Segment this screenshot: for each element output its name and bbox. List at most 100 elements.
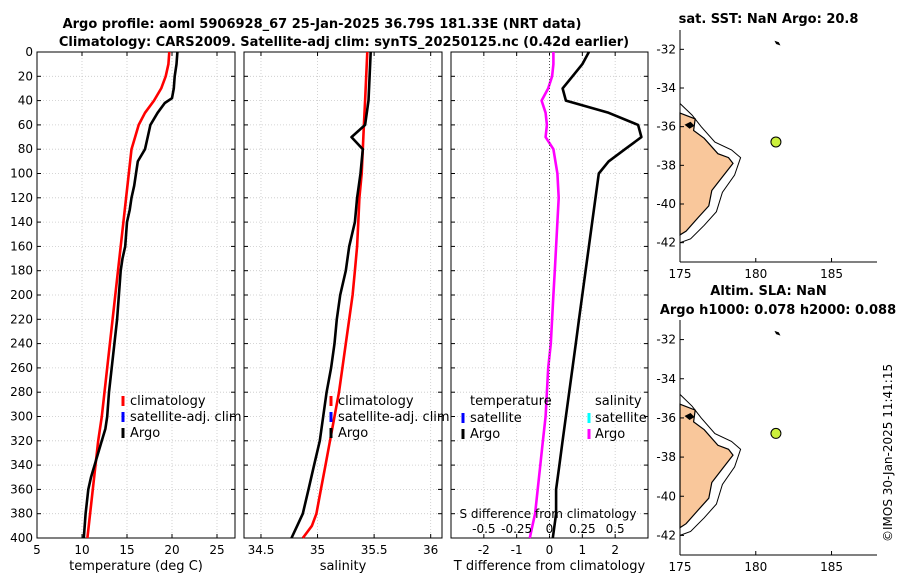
- y-tick-label: 180: [10, 264, 33, 278]
- top-tick-label: 0.5: [606, 522, 625, 536]
- x-tick-label: 20: [164, 543, 179, 557]
- sla-map-panel: Altim. SLA: NaN Argo h1000: 0.078 h2000: …: [656, 284, 896, 574]
- copyright-stamp: ©IMOS 30-Jan-2025 11:41:15: [881, 364, 895, 542]
- map-y-tick-label: -36: [656, 120, 676, 134]
- map-y-tick-label: -42: [656, 236, 676, 250]
- map-y-tick-label: -38: [656, 450, 676, 464]
- map-y-tick-label: -32: [656, 333, 676, 347]
- land-new-zealand: [679, 403, 734, 529]
- legend-title-temperature: temperature: [470, 394, 552, 409]
- x-tick-label: 15: [119, 543, 134, 557]
- legend-label: climatology: [130, 394, 206, 409]
- y-tick-label: 20: [18, 69, 33, 83]
- x-axis-label: temperature (deg C): [69, 559, 203, 574]
- x-tick-label: 35: [310, 543, 325, 557]
- top-tick-label: -0.5: [472, 522, 495, 536]
- legend-label: satellite-adj. clim: [338, 410, 450, 425]
- map-x-tick-label: 185: [820, 560, 843, 574]
- y-tick-label: 140: [10, 215, 33, 229]
- map-x-tick-label: 180: [744, 560, 767, 574]
- x-tick-label: 0: [546, 543, 554, 557]
- x-tick-label: 10: [74, 543, 89, 557]
- figure-title-line1: Argo profile: aoml 5906928_67 25-Jan-202…: [63, 17, 582, 32]
- y-tick-label: 80: [18, 142, 33, 156]
- map-y-tick-label: -40: [656, 489, 676, 503]
- y-tick-label: 200: [10, 288, 33, 302]
- series-climatology: [86, 51, 171, 539]
- legend-label: satellite: [470, 411, 522, 426]
- x-tick-label: 5: [33, 543, 41, 557]
- top-tick-label: 0.25: [569, 522, 596, 536]
- y-tick-label: 280: [10, 385, 33, 399]
- shelf-contour: [679, 103, 742, 244]
- top-tick-label: -0.25: [501, 522, 532, 536]
- y-tick-label: 300: [10, 410, 33, 424]
- x-axis-label: T difference from climatology: [453, 559, 646, 574]
- sst-map-panel: sat. SST: NaN Argo: 20.8 175 180 185 -32 -34 -…: [656, 12, 877, 281]
- series-s-argo-clim: [528, 52, 560, 539]
- y-tick-label: 220: [10, 312, 33, 326]
- map-subtitle: Argo h1000: 0.078 h2000: 0.088: [660, 303, 896, 318]
- legend-label: climatology: [338, 394, 414, 409]
- y-tick-label: 400: [10, 531, 33, 545]
- map-y-tick-label: -38: [656, 158, 676, 172]
- legend-label: Argo: [338, 426, 368, 441]
- map-y-tick-label: -34: [656, 372, 676, 386]
- legend-label: satellite: [595, 411, 647, 426]
- y-tick-label: 120: [10, 191, 33, 205]
- y-tick-label: 40: [18, 94, 33, 108]
- x-tick-label: 25: [209, 543, 224, 557]
- map-x-tick-label: 175: [669, 267, 692, 281]
- copyright-stamp-box: ©IMOS 30-Jan-2025 11:41:15: [881, 364, 895, 542]
- argo-float-marker: [770, 136, 782, 148]
- y-tick-label: 100: [10, 167, 33, 181]
- argo-float-marker: [770, 427, 782, 439]
- map-y-tick-label: -32: [656, 42, 676, 56]
- y-tick-label: 320: [10, 434, 33, 448]
- map-y-tick-label: -34: [656, 81, 676, 95]
- top-axis-label: S difference from climatology: [460, 507, 637, 521]
- x-tick-label: -2: [478, 543, 490, 557]
- series-t-argo-clim: [551, 51, 643, 539]
- series-argo: [82, 51, 179, 539]
- x-axis-label: salinity: [320, 559, 367, 574]
- y-tick-label: 160: [10, 239, 33, 253]
- kermadec-island: [774, 330, 781, 336]
- legend-label: Argo: [470, 427, 500, 442]
- legend-label: Argo: [130, 426, 160, 441]
- difference-panel: -2 -1 0 1 2 T difference from climatology S di…: [450, 51, 649, 574]
- x-tick-label: 36: [423, 543, 438, 557]
- legend-label: satellite-adj. clim: [130, 410, 242, 425]
- y-tick-label: 360: [10, 482, 33, 496]
- x-tick-label: -1: [511, 543, 523, 557]
- map-y-tick-label: -42: [656, 528, 676, 542]
- map-x-tick-label: 180: [744, 267, 767, 281]
- top-tick-label: 0: [546, 522, 554, 536]
- y-tick-label: 340: [10, 458, 33, 472]
- island: [684, 412, 695, 420]
- map-y-tick-label: -40: [656, 197, 676, 211]
- shelf-contour: [679, 394, 742, 536]
- figure-title-line2: Climatology: CARS2009. Satellite-adj cli…: [59, 35, 629, 50]
- map-title: Altim. SLA: NaN: [710, 284, 826, 299]
- map-y-tick-label: -36: [656, 411, 676, 425]
- map-x-tick-label: 185: [820, 267, 843, 281]
- map-x-tick-label: 175: [669, 560, 692, 574]
- y-tick-label: 260: [10, 361, 33, 375]
- kermadec-island: [774, 40, 781, 46]
- island: [684, 121, 695, 129]
- x-tick-label: 2: [611, 543, 619, 557]
- legend-label: Argo: [595, 427, 625, 442]
- legend-title-salinity: salinity: [595, 394, 642, 409]
- x-tick-label: 35.5: [361, 543, 388, 557]
- temperature-panel: 5 10 15 20 25 temperature (deg C) 0 20 40 60 80 100…: [10, 45, 242, 574]
- salinity-panel: 34.5 35 35.5 36 salinity climatologysatellite…: [243, 51, 450, 574]
- x-tick-label: 1: [579, 543, 587, 557]
- map-title: sat. SST: NaN Argo: 20.8: [679, 12, 859, 27]
- land-new-zealand: [679, 112, 734, 236]
- series-climatology: [301, 51, 369, 539]
- y-tick-label: 240: [10, 337, 33, 351]
- y-tick-label: 60: [18, 118, 33, 132]
- y-tick-label: 380: [10, 507, 33, 521]
